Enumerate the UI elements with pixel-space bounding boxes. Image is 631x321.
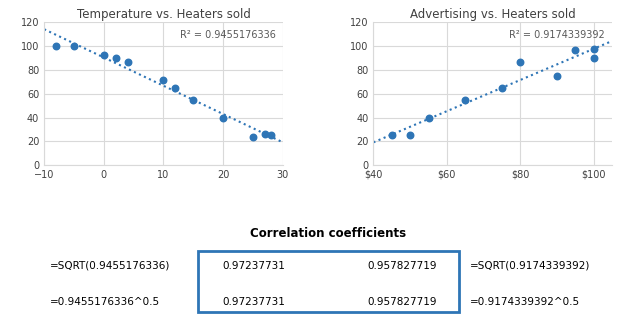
Text: R² = 0.9455176336: R² = 0.9455176336	[180, 30, 276, 39]
Point	[266, 133, 276, 138]
Point	[552, 74, 562, 79]
Text: 0.957827719: 0.957827719	[367, 261, 437, 271]
Point	[460, 97, 470, 102]
Text: 0.957827719: 0.957827719	[367, 297, 437, 307]
Point	[570, 47, 581, 52]
Point	[497, 85, 507, 91]
Point	[99, 52, 109, 57]
Text: =SQRT(0.9455176336): =SQRT(0.9455176336)	[50, 261, 170, 271]
Text: Correlation coefficients: Correlation coefficients	[250, 227, 406, 240]
Point	[248, 134, 258, 139]
Point	[589, 56, 599, 61]
Point	[589, 46, 599, 51]
Point	[405, 133, 415, 138]
Point	[188, 97, 198, 102]
Point	[158, 77, 168, 82]
Text: 0.97237731: 0.97237731	[223, 261, 286, 271]
Point	[516, 59, 526, 64]
Title: Temperature vs. Heaters sold: Temperature vs. Heaters sold	[76, 8, 251, 21]
Point	[218, 115, 228, 120]
Point	[423, 115, 433, 120]
Point	[260, 132, 270, 137]
Point	[170, 85, 180, 91]
Title: Advertising vs. Heaters sold: Advertising vs. Heaters sold	[410, 8, 575, 21]
FancyBboxPatch shape	[198, 251, 459, 312]
Text: =0.9174339392^0.5: =0.9174339392^0.5	[470, 297, 581, 307]
Point	[51, 44, 61, 49]
Point	[69, 44, 79, 49]
Text: 0.97237731: 0.97237731	[223, 297, 286, 307]
Text: =SQRT(0.9174339392): =SQRT(0.9174339392)	[470, 261, 591, 271]
Point	[122, 59, 133, 64]
Text: =0.9455176336^0.5: =0.9455176336^0.5	[50, 297, 160, 307]
Point	[387, 133, 397, 138]
Text: R² = 0.9174339392: R² = 0.9174339392	[509, 30, 605, 39]
Point	[110, 56, 121, 61]
